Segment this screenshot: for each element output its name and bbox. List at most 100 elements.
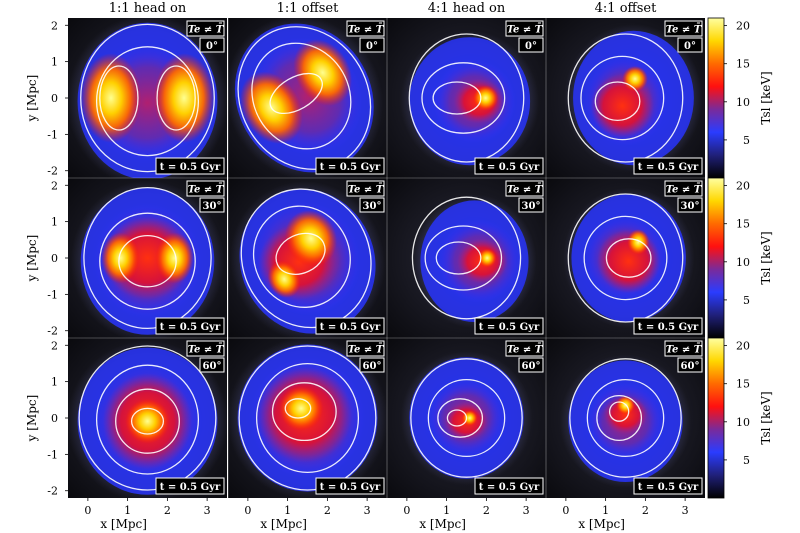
heatmap-panel: Te ≠ T̄ 30° t = 0.5 Gyr bbox=[228, 178, 387, 338]
y-tick-label: -1 bbox=[47, 128, 58, 141]
emission-layers bbox=[70, 180, 225, 338]
x-tick-label: 0 bbox=[562, 504, 569, 517]
hot-region bbox=[477, 248, 497, 268]
contour-line bbox=[583, 215, 668, 301]
badge-box bbox=[505, 340, 544, 357]
contour-line bbox=[567, 33, 684, 163]
x-tick-label: 1 bbox=[124, 504, 131, 517]
time-box bbox=[474, 477, 544, 495]
badge-label: Te ≠ T̄ bbox=[666, 184, 703, 196]
x-tick-label: 3 bbox=[364, 504, 371, 517]
colorbar-tick-label: 20 bbox=[736, 20, 750, 33]
contour-line bbox=[99, 212, 196, 310]
x-tick-label: 0 bbox=[84, 504, 91, 517]
angle-label: 30° bbox=[681, 201, 700, 212]
x-axis-label: x [Mpc] bbox=[260, 517, 307, 531]
x-tick-label: 2 bbox=[164, 504, 171, 517]
emission-layers bbox=[563, 24, 703, 172]
colorbar-label: Tsl [keV] bbox=[759, 231, 773, 284]
badge-box bbox=[664, 20, 703, 37]
contour-line bbox=[608, 401, 630, 422]
badge-label: Te ≠ T̄ bbox=[666, 24, 703, 36]
colorbar-tick-label: 15 bbox=[736, 58, 750, 71]
y-tick-label: -2 bbox=[47, 485, 58, 498]
heatmap-panel: Te ≠ T̄ 60° t = 0.5 Gyr bbox=[228, 338, 387, 498]
heatmap-panel: Te ≠ T̄ 0° t = 0.5 Gyr bbox=[387, 18, 546, 178]
colorbar-tick-label: 20 bbox=[736, 180, 750, 193]
badge-box bbox=[186, 20, 225, 37]
badge-box bbox=[346, 180, 385, 197]
time-box bbox=[315, 157, 385, 175]
angle-box bbox=[677, 197, 703, 213]
heatmap-panel: Te ≠ T̄ 60° t = 0.5 Gyr bbox=[546, 338, 705, 498]
x-tick-label: 2 bbox=[642, 504, 649, 517]
contour-line bbox=[408, 33, 525, 163]
colorbar bbox=[707, 17, 725, 179]
colorbar-tick-label: 20 bbox=[736, 340, 750, 353]
contour-line bbox=[432, 81, 482, 115]
column-title: 1:1 offset bbox=[277, 1, 339, 16]
contour-line bbox=[78, 345, 217, 491]
contour-line bbox=[435, 241, 482, 275]
x-axis-label: x [Mpc] bbox=[419, 517, 466, 531]
time-label: t = 0.5 Gyr bbox=[320, 162, 381, 173]
contour-line bbox=[594, 81, 641, 122]
angle-label: 0° bbox=[366, 41, 378, 52]
heatmap-panel: Te ≠ T̄ 60° t = 0.5 Gyr bbox=[387, 338, 546, 498]
badge-label: Te ≠ T̄ bbox=[348, 184, 385, 196]
badge-label: Te ≠ T̄ bbox=[348, 344, 385, 356]
badge-box bbox=[186, 180, 225, 197]
contour-line bbox=[410, 358, 523, 478]
colorbar bbox=[707, 337, 725, 499]
column-title: 1:1 head on bbox=[109, 1, 187, 16]
angle-box bbox=[359, 197, 385, 213]
contour-line bbox=[446, 409, 468, 427]
colorbar bbox=[707, 177, 725, 339]
hot-region bbox=[622, 66, 648, 92]
contour-line bbox=[130, 407, 165, 435]
emission-layers bbox=[68, 18, 227, 178]
x-axis-label: x [Mpc] bbox=[100, 517, 147, 531]
angle-box bbox=[518, 357, 544, 373]
colorbar-label: Tsl [keV] bbox=[759, 71, 773, 124]
angle-label: 0° bbox=[206, 41, 218, 52]
badge-label: Te ≠ T̄ bbox=[507, 24, 544, 36]
emission-layers bbox=[228, 18, 384, 178]
contour-line bbox=[271, 382, 337, 442]
y-tick-label: -1 bbox=[47, 448, 58, 461]
x-tick-label: 3 bbox=[204, 504, 211, 517]
contour-line bbox=[269, 72, 323, 115]
badge-box bbox=[346, 340, 385, 357]
contour-line bbox=[95, 364, 200, 475]
contour-line bbox=[437, 398, 484, 438]
angle-box bbox=[677, 37, 703, 53]
contour-line bbox=[251, 42, 352, 150]
angle-box bbox=[199, 37, 225, 53]
contour-line bbox=[421, 62, 506, 134]
contour-line bbox=[427, 378, 506, 458]
angle-box bbox=[359, 357, 385, 373]
badge-box bbox=[505, 180, 544, 197]
time-label: t = 0.5 Gyr bbox=[160, 322, 221, 333]
contour-line bbox=[95, 46, 200, 157]
angle-label: 30° bbox=[203, 201, 222, 212]
y-tick-label: 1 bbox=[51, 376, 58, 389]
contour-line bbox=[156, 65, 196, 131]
time-label: t = 0.5 Gyr bbox=[479, 482, 540, 493]
colorbar-tick-label: 10 bbox=[736, 256, 750, 269]
angle-label: 60° bbox=[522, 361, 541, 372]
angle-label: 30° bbox=[522, 201, 541, 212]
time-label: t = 0.5 Gyr bbox=[479, 322, 540, 333]
heatmap-panel: Te ≠ T̄ 0° t = 0.5 Gyr bbox=[228, 18, 387, 178]
x-tick-label: 1 bbox=[443, 504, 450, 517]
hot-region bbox=[293, 39, 352, 106]
badge-label: Te ≠ T̄ bbox=[507, 184, 544, 196]
contour-line bbox=[596, 394, 643, 442]
badge-label: Te ≠ T̄ bbox=[666, 344, 703, 356]
hot-region bbox=[80, 53, 142, 143]
contour-line bbox=[605, 238, 652, 278]
time-box bbox=[633, 477, 703, 495]
x-tick-label: 1 bbox=[602, 504, 609, 517]
time-box bbox=[155, 317, 225, 335]
